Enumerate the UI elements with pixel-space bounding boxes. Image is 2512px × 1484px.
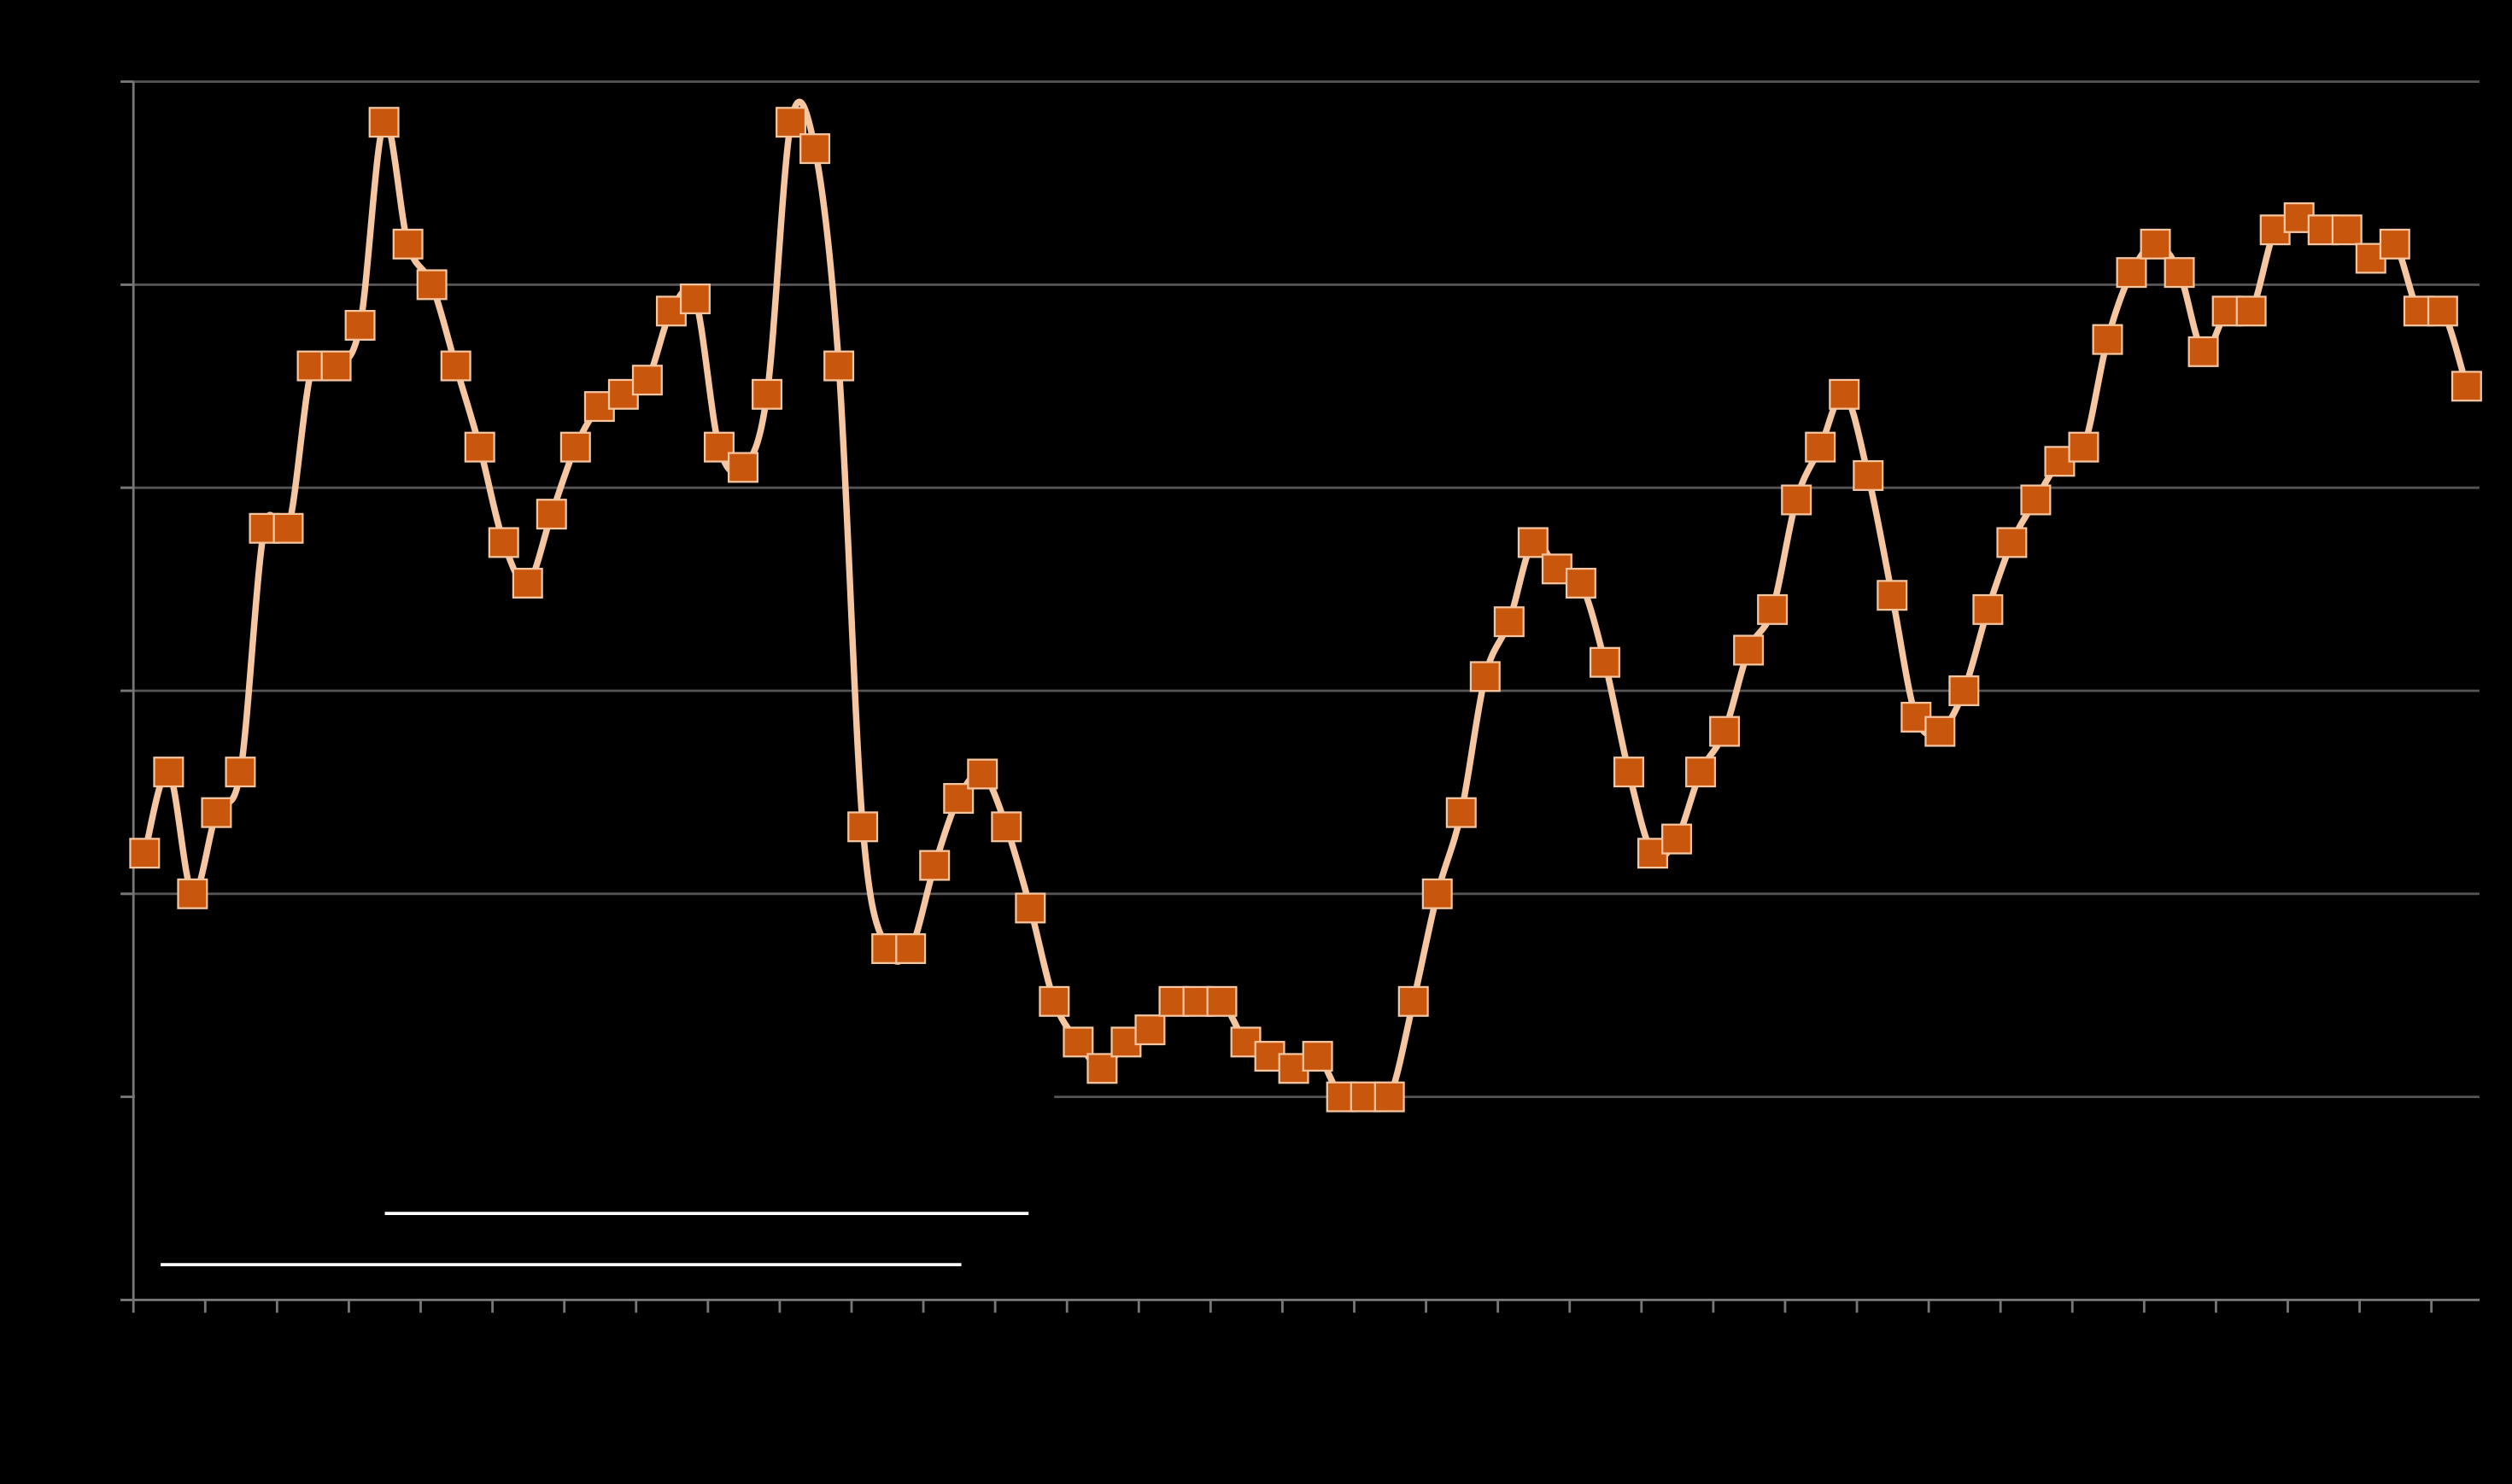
data-point xyxy=(1445,797,1477,828)
data-point xyxy=(488,527,519,558)
data-point xyxy=(320,350,352,382)
data-point xyxy=(847,811,879,843)
data-point xyxy=(752,378,783,410)
data-point xyxy=(776,107,807,138)
data-point xyxy=(679,283,711,315)
data-point xyxy=(2068,431,2099,463)
data-point xyxy=(559,431,591,463)
data-point xyxy=(991,811,1022,843)
y-tick-label: 4 xyxy=(102,473,114,499)
data-point xyxy=(1877,580,1908,611)
data-point xyxy=(1469,661,1501,692)
data-point xyxy=(2092,324,2123,355)
data-point xyxy=(1063,1026,1094,1058)
data-point xyxy=(1039,985,1070,1017)
data-point xyxy=(2331,214,2363,246)
data-point xyxy=(1661,823,1693,855)
data-point xyxy=(2451,371,2482,402)
data-point xyxy=(631,365,663,396)
data-point xyxy=(416,269,448,301)
data-point xyxy=(2116,257,2147,289)
data-point xyxy=(1015,892,1046,924)
data-point xyxy=(2140,228,2171,260)
data-point xyxy=(2164,257,2195,289)
data-point xyxy=(1685,757,1717,788)
data-point xyxy=(1805,431,1836,463)
data-point xyxy=(2427,295,2458,327)
data-point xyxy=(1781,484,1812,516)
data-point xyxy=(464,431,495,463)
data-point xyxy=(2379,228,2410,260)
y-tick-label: 3 xyxy=(102,676,114,702)
data-point xyxy=(1757,593,1789,625)
data-point xyxy=(919,850,951,881)
legend-area xyxy=(135,1082,1055,1291)
data-point xyxy=(943,783,975,815)
data-point xyxy=(1829,378,1860,410)
data-point xyxy=(1613,757,1644,788)
legend-box xyxy=(135,1082,1055,1291)
data-point xyxy=(1996,527,2028,558)
data-point xyxy=(440,350,471,382)
data-point xyxy=(1373,1081,1405,1113)
data-layer xyxy=(129,98,2482,1113)
data-point xyxy=(967,758,998,790)
data-point xyxy=(1948,675,1980,707)
data-point xyxy=(799,133,831,165)
data-point xyxy=(1853,459,1884,491)
data-point xyxy=(1086,1053,1118,1084)
data-point xyxy=(1493,606,1525,638)
data-point xyxy=(536,499,567,530)
data-point xyxy=(201,797,232,828)
data-point xyxy=(1565,567,1596,599)
data-point xyxy=(1517,527,1549,558)
data-point xyxy=(344,309,376,341)
data-point xyxy=(895,933,927,965)
data-point xyxy=(1972,593,2004,625)
data-point xyxy=(368,107,400,138)
data-point xyxy=(1589,646,1620,678)
data-point xyxy=(1733,634,1765,666)
data-point xyxy=(1302,1041,1333,1072)
data-point xyxy=(1397,985,1429,1017)
axes-layer: 0 1 2 3 4 5 6 xyxy=(102,67,2480,1313)
data-point xyxy=(2235,295,2267,327)
data-point xyxy=(225,757,256,788)
data-point xyxy=(2020,484,2052,516)
y-tick-label: 2 xyxy=(102,879,114,905)
data-point xyxy=(512,567,543,599)
data-point xyxy=(177,878,208,909)
data-point xyxy=(1924,716,1956,747)
data-point xyxy=(153,757,184,788)
data-point xyxy=(129,838,161,869)
y-tick-label: 6 xyxy=(102,67,114,93)
data-point xyxy=(1206,985,1238,1017)
data-point xyxy=(272,512,304,544)
data-point xyxy=(392,228,424,260)
y-tick-label: 5 xyxy=(102,270,114,295)
data-point xyxy=(823,350,855,382)
data-point xyxy=(1709,716,1741,747)
y-tick-label: 1 xyxy=(102,1083,114,1108)
data-point xyxy=(1421,878,1453,909)
data-point xyxy=(1134,1014,1166,1046)
data-point xyxy=(2187,336,2219,367)
y-tick-label: 0 xyxy=(102,1285,114,1311)
data-point xyxy=(728,452,759,483)
